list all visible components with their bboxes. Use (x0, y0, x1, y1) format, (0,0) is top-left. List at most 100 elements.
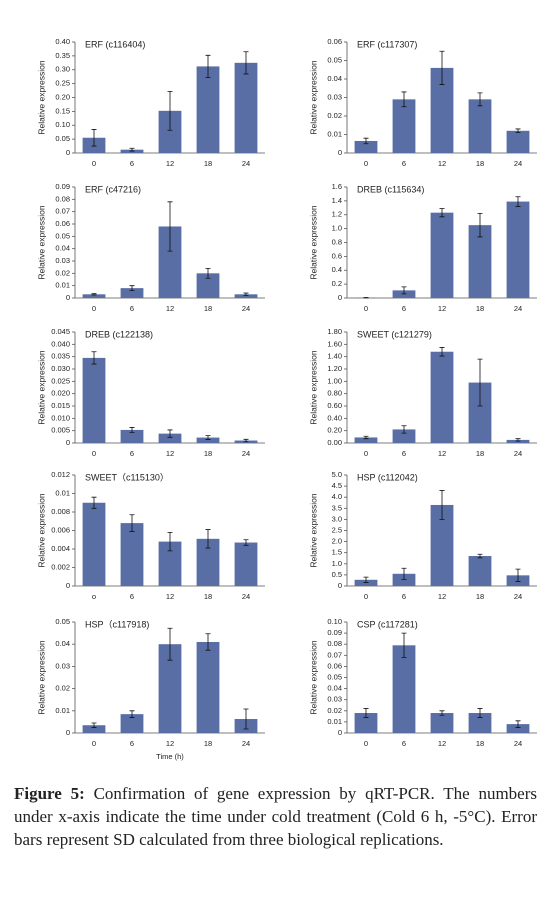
y-tick-label: 0.04 (55, 639, 70, 648)
bar (82, 294, 106, 298)
x-tick-label: 12 (166, 592, 174, 601)
y-tick-label: 0.04 (327, 74, 342, 83)
error-bar (205, 268, 211, 279)
y-axis-label: Relative expression (36, 60, 46, 134)
error-bar (363, 435, 369, 440)
y-tick-label: 4.5 (332, 481, 342, 490)
bar (82, 725, 106, 733)
y-tick-label: 1.20 (327, 364, 342, 373)
x-tick-label: 6 (130, 159, 134, 168)
x-tick-label: 0 (364, 449, 368, 458)
bar (234, 62, 258, 153)
bar (506, 130, 530, 153)
x-tick-label: 0 (364, 159, 368, 168)
y-tick-label: 0.01 (327, 717, 342, 726)
caption-text: Confirmation of gene expression by qRT-P… (14, 784, 537, 849)
bar (468, 99, 492, 153)
error-bar (515, 196, 521, 207)
y-tick-label: 0.10 (327, 617, 342, 626)
x-tick-label: 18 (476, 449, 484, 458)
bar (468, 382, 492, 443)
y-tick-label: 1.80 (327, 327, 342, 336)
bar (354, 579, 378, 586)
error-bar (167, 531, 173, 552)
x-tick-label: 12 (166, 739, 174, 748)
bar (468, 225, 492, 298)
caption-label: Figure 5: (14, 784, 85, 803)
y-axis-label: Relative expression (36, 493, 46, 567)
chart-title: DREB (c115634) (357, 184, 424, 194)
x-tick-label: 24 (242, 449, 250, 458)
y-tick-label: 0.025 (51, 376, 70, 385)
y-tick-label: 0.02 (55, 268, 70, 277)
y-tick-label: 0.035 (51, 352, 70, 361)
y-tick-label: 3.5 (332, 503, 342, 512)
y-axis-label: Relative expression (308, 350, 318, 424)
y-axis-label: Relative expression (36, 350, 46, 424)
error-bar (167, 429, 173, 438)
bar (234, 294, 258, 298)
y-tick-label: 1.0 (332, 559, 342, 568)
x-tick-label: 12 (438, 159, 446, 168)
x-tick-label: 12 (438, 739, 446, 748)
chart-title: HSP (c112042) (357, 472, 418, 482)
error-bar (477, 92, 483, 107)
y-tick-label: 0.09 (327, 628, 342, 637)
y-tick-label: 0.2 (332, 279, 342, 288)
y-tick-label: 0.15 (55, 106, 70, 115)
error-bar (129, 514, 135, 532)
bar (392, 429, 416, 443)
x-tick-label: 12 (166, 159, 174, 168)
y-axis-label: Relative expression (308, 205, 318, 279)
y-tick-label: 0.20 (55, 92, 70, 101)
error-bar (439, 208, 445, 218)
y-tick-label: 1.60 (327, 339, 342, 348)
error-bar (477, 212, 483, 238)
y-axis-label: Relative expression (308, 493, 318, 567)
x-tick-label: 6 (130, 449, 134, 458)
error-bar (243, 292, 249, 296)
y-tick-label: 0.20 (327, 426, 342, 435)
bar (392, 645, 416, 733)
x-tick-label: 6 (130, 592, 134, 601)
y-tick-label: 0.04 (55, 244, 70, 253)
y-tick-label: 0 (66, 728, 70, 737)
y-tick-label: 0.005 (51, 426, 70, 435)
y-tick-label: 0.04 (327, 684, 342, 693)
y-tick-label: 4.0 (332, 492, 342, 501)
bar (120, 288, 144, 298)
x-tick-label: 24 (514, 592, 522, 601)
y-tick-label: 0 (338, 581, 342, 590)
x-tick-label: 6 (402, 304, 406, 313)
x-tick-label: 6 (130, 304, 134, 313)
x-tick-label: 24 (514, 449, 522, 458)
chart-title: ERF (c117307) (357, 39, 417, 49)
y-tick-label: 0.012 (51, 470, 70, 479)
error-bar (243, 51, 249, 75)
y-axis-label: Relative expression (36, 640, 46, 714)
error-bar (401, 567, 407, 580)
y-axis-label: Relative expression (308, 60, 318, 134)
x-tick-label: 24 (242, 592, 250, 601)
y-tick-label: 0.06 (327, 37, 342, 46)
bar (430, 351, 454, 443)
bar (506, 201, 530, 298)
y-tick-label: 0.004 (51, 544, 70, 553)
x-tick-label: 0 (364, 592, 368, 601)
error-bar (401, 286, 407, 295)
bar (158, 541, 182, 586)
y-tick-label: 0.05 (55, 134, 70, 143)
error-bar (167, 627, 173, 661)
error-bar (129, 427, 135, 433)
y-tick-label: 0.80 (327, 389, 342, 398)
error-bar (363, 137, 369, 145)
bar (120, 714, 144, 733)
y-tick-label: 0.01 (55, 488, 70, 497)
bar (196, 273, 220, 298)
x-tick-label: 12 (438, 304, 446, 313)
y-tick-label: 0.07 (327, 650, 342, 659)
error-bar (205, 54, 211, 78)
bar (430, 713, 454, 733)
x-tick-label: 6 (130, 739, 134, 748)
y-tick-label: 0.35 (55, 51, 70, 60)
